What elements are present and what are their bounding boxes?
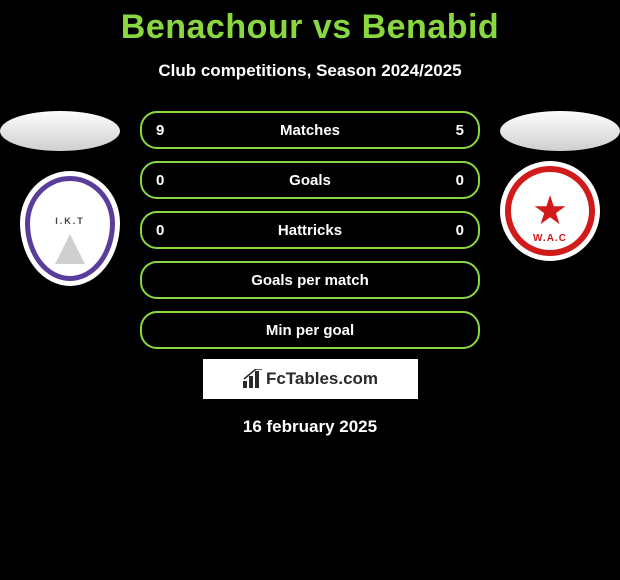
stat-right-value: 0 bbox=[456, 222, 464, 239]
club-badge-left: I.K.T bbox=[20, 171, 120, 286]
stat-left-value: 0 bbox=[156, 222, 164, 239]
stat-left-value: 0 bbox=[156, 172, 164, 189]
club-right-abbrev: W.A.C bbox=[533, 233, 567, 244]
bars-icon bbox=[242, 369, 264, 389]
stat-label: Goals per match bbox=[251, 272, 369, 289]
source-logo-text: FcTables.com bbox=[266, 369, 378, 389]
stat-row-hattricks: 0 Hattricks 0 bbox=[140, 211, 480, 249]
player-portrait-left bbox=[0, 111, 120, 151]
page-subtitle: Club competitions, Season 2024/2025 bbox=[0, 61, 620, 81]
player-portrait-right bbox=[500, 111, 620, 151]
main-area: I.K.T ★ W.A.C 9 Matches 5 0 Goals 0 0 bbox=[0, 111, 620, 351]
stat-row-goals: 0 Goals 0 bbox=[140, 161, 480, 199]
club-badge-right: ★ W.A.C bbox=[500, 161, 600, 261]
page-title: Benachour vs Benabid bbox=[0, 0, 620, 47]
stat-left-value: 9 bbox=[156, 122, 164, 139]
stat-label: Goals bbox=[289, 172, 331, 189]
stat-label: Matches bbox=[280, 122, 340, 139]
source-logo: FcTables.com bbox=[203, 359, 418, 399]
stat-row-min-per-goal: Min per goal bbox=[140, 311, 480, 349]
club-left-emblem-icon bbox=[55, 234, 85, 264]
stat-row-matches: 9 Matches 5 bbox=[140, 111, 480, 149]
club-left-abbrev: I.K.T bbox=[55, 216, 85, 226]
comparison-card: Benachour vs Benabid Club competitions, … bbox=[0, 0, 620, 580]
stat-label: Min per goal bbox=[266, 322, 354, 339]
stat-right-value: 0 bbox=[456, 172, 464, 189]
stat-row-goals-per-match: Goals per match bbox=[140, 261, 480, 299]
stat-right-value: 5 bbox=[456, 122, 464, 139]
stat-label: Hattricks bbox=[278, 222, 342, 239]
stats-column: 9 Matches 5 0 Goals 0 0 Hattricks 0 Goal… bbox=[140, 111, 480, 361]
star-icon: ★ bbox=[532, 188, 568, 234]
club-badge-right-inner: ★ W.A.C bbox=[505, 166, 595, 256]
club-badge-left-inner: I.K.T bbox=[25, 176, 115, 281]
snapshot-date: 16 february 2025 bbox=[0, 417, 620, 437]
